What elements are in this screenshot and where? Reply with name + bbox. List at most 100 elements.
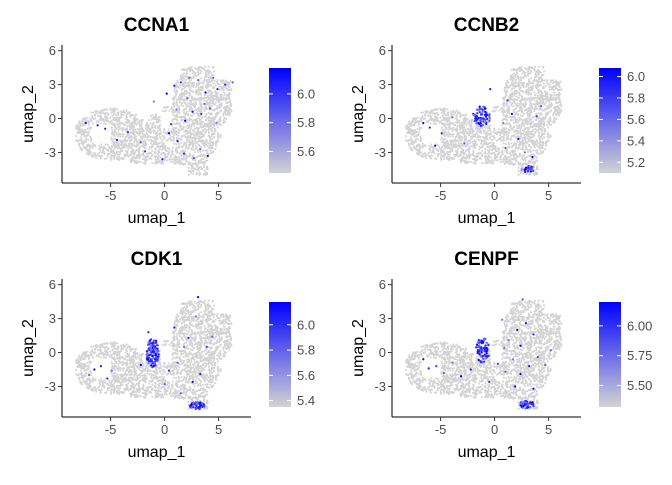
background-cell [448,151,450,153]
background-cell [513,98,515,100]
background-cell [111,123,113,125]
background-cell [419,152,421,154]
background-cell [93,118,95,120]
background-cell [504,91,506,93]
background-cell [80,123,82,125]
background-cell [184,78,186,80]
y-tick-label: 0 [49,111,56,126]
background-cell [509,102,511,104]
background-cell [194,128,196,130]
background-cell [204,170,206,172]
data-point [85,122,87,124]
background-cell [104,114,106,116]
background-cell [461,138,463,140]
background-cell [443,135,445,137]
background-cell [501,106,503,108]
background-cell [185,160,187,162]
background-cell [513,86,515,88]
background-cell [522,112,524,114]
background-cell [110,148,112,150]
background-cell [174,131,176,133]
background-cell [120,144,122,146]
background-cell [442,149,444,151]
background-cell [183,95,185,97]
background-cell [96,121,98,123]
background-cell [513,119,515,121]
background-cell [90,119,92,121]
background-cell [530,70,532,72]
background-cell [536,79,538,81]
background-cell [223,112,225,114]
background-cell [410,136,412,138]
background-cell [559,99,561,101]
background-cell [443,119,445,121]
background-cell [416,146,418,148]
background-cell [193,170,195,172]
background-cell [188,139,190,141]
background-cell [547,135,549,137]
background-cell [514,90,516,92]
background-cell [79,132,81,134]
background-cell [172,111,174,113]
data-point [104,128,106,130]
background-cell [545,145,547,147]
background-cell [488,150,490,152]
background-cell [202,150,204,152]
background-cell [184,76,186,78]
background-cell [544,104,546,106]
background-cell [538,66,540,68]
background-cell [154,117,156,119]
background-cell [213,95,215,97]
background-cell [530,97,532,99]
background-cell [159,148,161,150]
background-cell [181,98,183,100]
background-cell [530,72,532,74]
background-cell [513,112,515,114]
background-cell [145,128,147,130]
panel-title: CCNB2 [454,15,519,36]
background-cell [100,146,102,148]
background-cell [116,143,118,145]
background-cell [513,87,515,89]
background-cell [189,131,191,133]
background-cell [87,144,89,146]
background-cell [535,76,537,78]
background-cell [153,137,155,139]
background-cell [199,118,201,120]
background-cell [536,157,538,159]
background-cell [416,150,418,152]
background-cell [533,155,535,157]
background-cell [546,107,548,109]
background-cell [466,157,468,159]
background-cell [207,82,209,84]
background-cell [181,69,183,71]
background-cell [196,68,198,70]
background-cell [555,97,557,99]
background-cell [210,123,212,125]
background-cell [173,137,175,139]
background-cell [130,122,132,124]
background-cell [178,143,180,145]
background-cell [529,100,531,102]
background-cell [138,154,140,156]
background-cell [528,160,530,162]
background-cell [83,134,85,136]
background-cell [427,115,429,117]
background-cell [187,132,189,134]
background-cell [501,136,503,138]
background-cell [117,158,119,160]
background-cell [206,103,208,105]
background-cell [518,167,520,169]
background-cell [552,82,554,84]
background-cell [127,148,129,150]
background-cell [152,140,154,142]
background-cell [137,144,139,146]
background-cell [508,135,510,137]
background-cell [544,148,546,150]
background-cell [503,140,505,142]
background-cell [180,161,182,163]
background-cell [555,110,557,112]
background-cell [448,111,450,113]
background-cell [507,162,509,164]
background-cell [519,119,521,121]
